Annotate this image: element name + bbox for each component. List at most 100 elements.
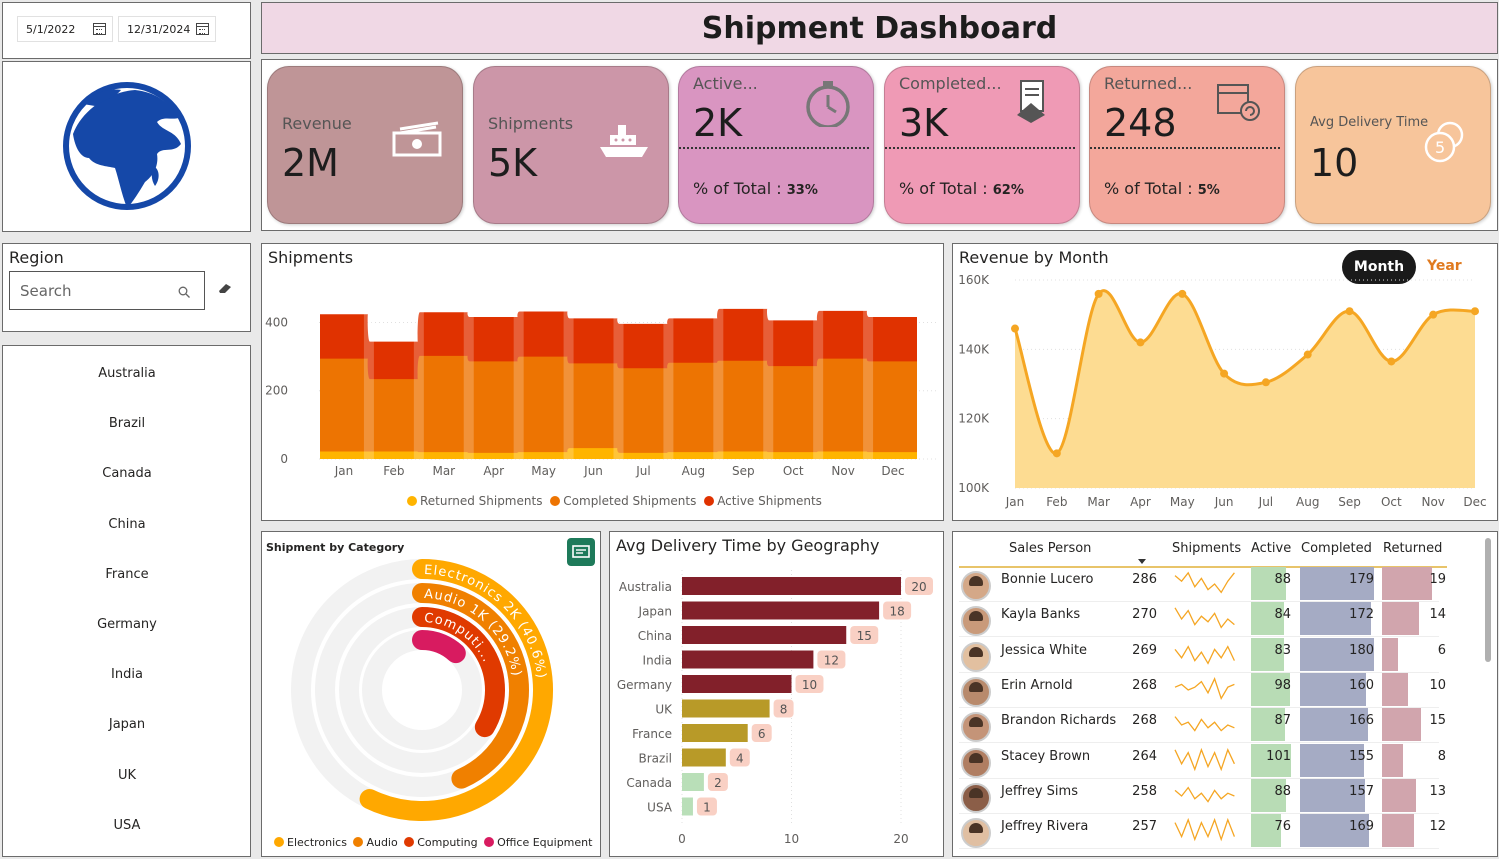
- table-row[interactable]: Jeffrey Sims 258 88 157 13: [959, 778, 1446, 814]
- region-item-brazil[interactable]: Brazil: [108, 416, 146, 432]
- revenue-area: [1015, 290, 1475, 488]
- category-arc-audio[interactable]: [412, 583, 529, 789]
- report-icon[interactable]: [567, 538, 595, 566]
- revenue-point[interactable]: [1136, 338, 1145, 347]
- completed-cell: 166: [1300, 708, 1374, 742]
- table-row[interactable]: Stacey Brown 264 101 155 8: [959, 743, 1446, 779]
- region-item-uk[interactable]: UK: [117, 767, 137, 783]
- return-box-icon: [1217, 84, 1260, 121]
- revenue-point[interactable]: [1303, 350, 1312, 359]
- avatar: [961, 712, 991, 743]
- col-sales-person[interactable]: Sales Person: [1009, 541, 1092, 556]
- bar-china[interactable]: [682, 626, 847, 644]
- table-row[interactable]: Bonnie Lucero 286 88 179 19: [959, 567, 1446, 602]
- sales-table-panel: Sales Person Shipments Active Completed …: [952, 531, 1498, 857]
- x-tick-label: Sep: [732, 464, 755, 478]
- completed-cell: 160: [1300, 672, 1374, 706]
- revenue-point[interactable]: [1178, 289, 1187, 298]
- active-cell: 87: [1251, 708, 1291, 742]
- eraser-icon[interactable]: [217, 282, 233, 294]
- region-item-germany[interactable]: Germany: [97, 617, 157, 632]
- x-tick-label: Dec: [881, 464, 904, 478]
- completed-cell: 169: [1300, 814, 1374, 848]
- x-tick-label: Jun: [583, 464, 603, 478]
- col-shipments[interactable]: Shipments: [1172, 541, 1242, 556]
- region-item-india[interactable]: India: [111, 667, 143, 683]
- revenue-point[interactable]: [1220, 369, 1229, 378]
- region-item-china[interactable]: China: [108, 516, 146, 532]
- category-arc-computing[interactable]: [412, 607, 505, 738]
- table-row[interactable]: Kayla Banks 270 84 172 14: [959, 602, 1446, 638]
- handshake-icon: [1017, 80, 1045, 123]
- bar-india[interactable]: [682, 650, 814, 669]
- bar-usa[interactable]: [682, 797, 693, 816]
- revenue-point[interactable]: [1261, 378, 1270, 387]
- sparkline: [1174, 676, 1235, 700]
- y-tick-label: France: [632, 727, 672, 741]
- table-row[interactable]: Erin Arnold 268 98 160 10: [959, 672, 1446, 708]
- kpi-card-revenue: Revenue 2M: [267, 66, 463, 224]
- kpi-percent: % of Total : 33%: [693, 179, 818, 198]
- kpi-label: Shipments: [488, 114, 574, 133]
- year-toggle-button[interactable]: Year: [1427, 258, 1462, 274]
- data-label: 1: [703, 801, 711, 815]
- table-row[interactable]: Jessica White 269 83 180 6: [959, 637, 1446, 673]
- region-item-japan[interactable]: Japan: [108, 717, 146, 733]
- revenue-point[interactable]: [1052, 449, 1061, 458]
- returned-cell: 19: [1382, 567, 1446, 600]
- revenue-point[interactable]: [1094, 289, 1103, 298]
- y-tick-label: 0: [280, 452, 288, 466]
- col-returned[interactable]: Returned: [1383, 541, 1443, 556]
- series-area-returned-shipments: [320, 448, 917, 459]
- calendar-icon[interactable]: [93, 23, 106, 35]
- revenue-point[interactable]: [1011, 324, 1019, 333]
- bar-canada[interactable]: [682, 773, 704, 791]
- col-active[interactable]: Active: [1251, 541, 1292, 556]
- legend-computing: Computing: [417, 836, 478, 849]
- bar-france[interactable]: [682, 724, 748, 742]
- vertical-scrollbar[interactable]: [1485, 538, 1491, 662]
- category-arc-electronics[interactable]: [359, 559, 553, 821]
- region-item-australia[interactable]: Australia: [98, 366, 156, 381]
- avatar: [961, 676, 991, 707]
- start-date-input[interactable]: 5/1/2022: [17, 16, 113, 42]
- revenue-point[interactable]: [1387, 357, 1396, 366]
- month-separator: [713, 302, 724, 459]
- month-separator: [363, 302, 374, 459]
- month-separator: [413, 302, 424, 459]
- search-icon[interactable]: [178, 286, 190, 298]
- revenue-point[interactable]: [1345, 307, 1354, 316]
- table-row[interactable]: Jeffrey Rivera 257 76 169 12: [959, 814, 1446, 850]
- revenue-point[interactable]: [1429, 310, 1438, 319]
- region-item-canada[interactable]: Canada: [102, 466, 152, 482]
- col-completed[interactable]: Completed: [1301, 541, 1372, 556]
- y-tick-label: Germany: [617, 678, 672, 692]
- region-slicer: Region Search: [2, 243, 251, 332]
- bar-brazil[interactable]: [682, 748, 726, 767]
- data-label: 10: [802, 678, 817, 692]
- category-legend: Electronics Audio Computing Office Equip…: [274, 836, 592, 849]
- y-tick-label: India: [643, 654, 672, 668]
- table-row[interactable]: Brandon Richards 268 87 166 15: [959, 708, 1446, 744]
- category-arc-office-equipment[interactable]: [412, 630, 466, 664]
- month-separator: [463, 302, 474, 459]
- region-item-usa[interactable]: USA: [113, 817, 141, 833]
- region-title: Region: [9, 248, 64, 267]
- header-panel: Shipment Dashboard: [261, 2, 1498, 54]
- category-radial-chart: Electronics 2K (40.6%)Audio 1K (29.2%)Co…: [291, 559, 553, 821]
- x-tick-label: Sep: [1338, 495, 1361, 509]
- x-tick-label: Oct: [1381, 495, 1402, 509]
- sales-person-name: Brandon Richards: [1001, 713, 1117, 729]
- month-toggle-button[interactable]: Month: [1342, 250, 1416, 284]
- revenue-point[interactable]: [1471, 307, 1479, 316]
- sort-desc-icon[interactable]: [1138, 559, 1146, 564]
- end-date-value: 12/31/2024: [127, 23, 191, 36]
- bar-japan[interactable]: [682, 601, 880, 620]
- search-input[interactable]: Search: [9, 271, 205, 310]
- end-date-input[interactable]: 12/31/2024: [118, 16, 216, 42]
- calendar-icon[interactable]: [196, 23, 209, 35]
- bar-germany[interactable]: [682, 675, 792, 693]
- bar-australia[interactable]: [682, 577, 901, 595]
- region-item-france[interactable]: France: [105, 566, 149, 582]
- bar-uk[interactable]: [682, 699, 770, 718]
